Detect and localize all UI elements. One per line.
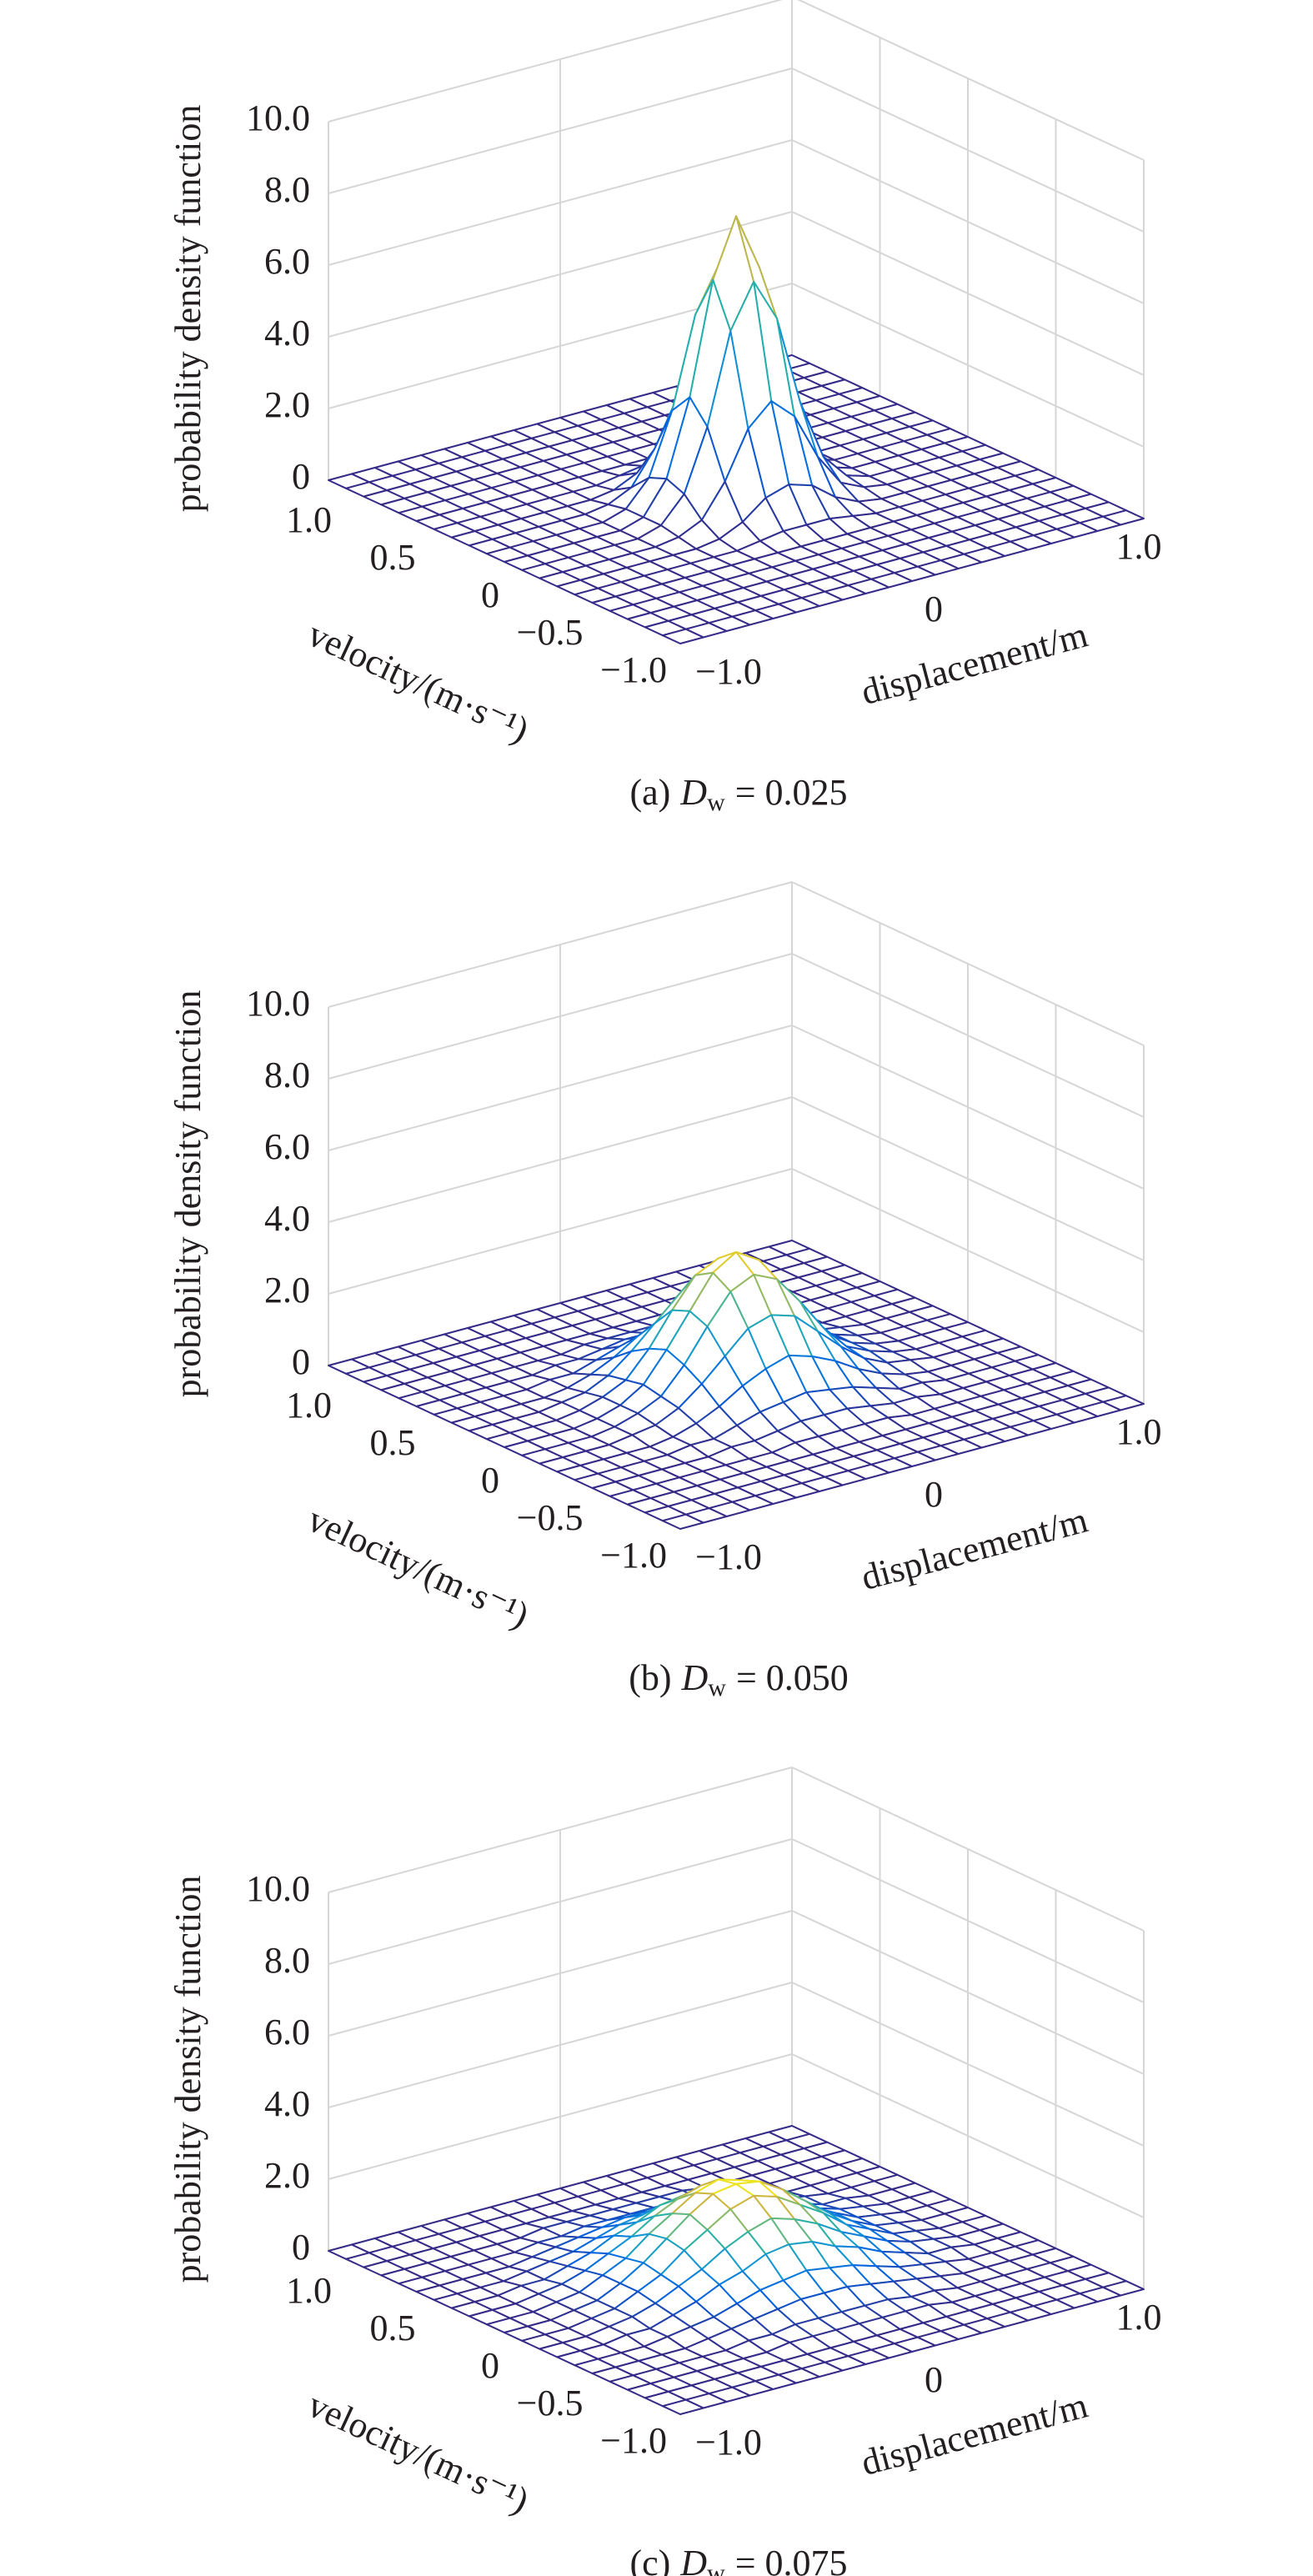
y-axis-title: velocity/(m·s⁻¹) (302, 1499, 535, 1636)
y-tick-label: 1.0 (286, 499, 332, 540)
x-axis-title: displacement/m (857, 614, 1092, 713)
x-tick-label: −1.0 (695, 1536, 762, 1577)
caption-value: = 0.050 (736, 1657, 849, 1698)
z-tick-label: 2.0 (264, 2155, 310, 2196)
z-tick-label: 10.0 (246, 98, 310, 138)
z-tick-label: 10.0 (246, 1868, 310, 1909)
z-tick-label: 0 (292, 1341, 310, 1382)
z-tick-label: 8.0 (264, 1940, 310, 1981)
x-tick-label: 1.0 (1116, 2297, 1162, 2338)
caption-subscript: w (708, 1674, 726, 1701)
x-axis-title: displacement/m (857, 2384, 1092, 2483)
z-tick-label: 4.0 (264, 313, 310, 353)
z-tick-label: 8.0 (264, 169, 310, 210)
z-tick-label: 10.0 (246, 983, 310, 1024)
caption: (b) Dw = 0.050 (629, 1657, 849, 1701)
caption-subscript: w (707, 2559, 725, 2576)
caption-tag: (b) (629, 1657, 671, 1698)
caption-symbol: D (681, 1657, 709, 1698)
x-tick-label: 0 (925, 589, 943, 629)
y-tick-label: −0.5 (517, 612, 584, 653)
y-tick-label: 0.5 (370, 2308, 416, 2348)
x-tick-label: 0 (925, 1474, 943, 1515)
caption-symbol: D (679, 2543, 707, 2576)
caption: (a) Dw = 0.025 (629, 772, 847, 816)
y-tick-label: 0.5 (370, 1422, 416, 1463)
z-axis-title: probability density function (168, 105, 208, 513)
z-tick-label: 6.0 (264, 241, 310, 282)
z-tick-label: 0 (292, 456, 310, 497)
mesh-cell (661, 2398, 704, 2415)
y-axis-title: velocity/(m·s⁻¹) (302, 2384, 535, 2522)
z-axis-title: probability density function (168, 990, 208, 1398)
y-tick-label: −1.0 (600, 1535, 667, 1576)
y-tick-label: 0 (481, 2345, 499, 2386)
caption-symbol: D (679, 772, 707, 813)
z-tick-label: 2.0 (264, 1270, 310, 1311)
z-tick-label: 8.0 (264, 1055, 310, 1095)
z-tick-label: 6.0 (264, 1126, 310, 1167)
y-tick-label: −0.5 (517, 1497, 584, 1538)
z-tick-label: 4.0 (264, 2083, 310, 2124)
y-tick-label: 0 (481, 574, 499, 615)
mesh-cell (661, 628, 704, 644)
y-tick-label: −0.5 (517, 2383, 584, 2423)
surface-plot: 02.04.06.08.010.0−1.001.0−1.0−0.500.51.0… (168, 1767, 1162, 2576)
caption-tag: (c) (629, 2543, 670, 2576)
caption-value: = 0.075 (735, 2543, 848, 2576)
y-axis-title: velocity/(m·s⁻¹) (302, 614, 535, 751)
y-tick-label: −1.0 (600, 2420, 667, 2461)
y-tick-label: −1.0 (600, 649, 667, 690)
z-tick-label: 0 (292, 2227, 310, 2268)
y-tick-label: 1.0 (286, 2270, 332, 2311)
surface-plot: 02.04.06.08.010.0−1.001.0−1.0−0.500.51.0… (168, 881, 1162, 1701)
z-tick-label: 4.0 (264, 1198, 310, 1239)
caption-value: = 0.025 (735, 772, 848, 813)
x-tick-label: 0 (925, 2359, 943, 2400)
surface-plot: 02.04.06.08.010.0−1.001.0−1.0−0.500.51.0… (168, 0, 1162, 816)
x-tick-label: −1.0 (695, 651, 762, 692)
z-tick-label: 2.0 (264, 384, 310, 425)
x-tick-label: 1.0 (1116, 1411, 1162, 1452)
y-tick-label: 1.0 (286, 1385, 332, 1426)
caption-subscript: w (707, 789, 725, 816)
caption: (c) Dw = 0.075 (629, 2543, 847, 2576)
x-tick-label: −1.0 (695, 2422, 762, 2463)
y-tick-label: 0.5 (370, 537, 416, 578)
x-axis-title: displacement/m (857, 1499, 1092, 1598)
mesh-cell (661, 1513, 704, 1530)
z-tick-label: 6.0 (264, 2012, 310, 2052)
z-axis-title: probability density function (168, 1876, 208, 2283)
caption-tag: (a) (629, 772, 670, 813)
y-tick-label: 0 (481, 1460, 499, 1501)
x-tick-label: 1.0 (1116, 526, 1162, 567)
